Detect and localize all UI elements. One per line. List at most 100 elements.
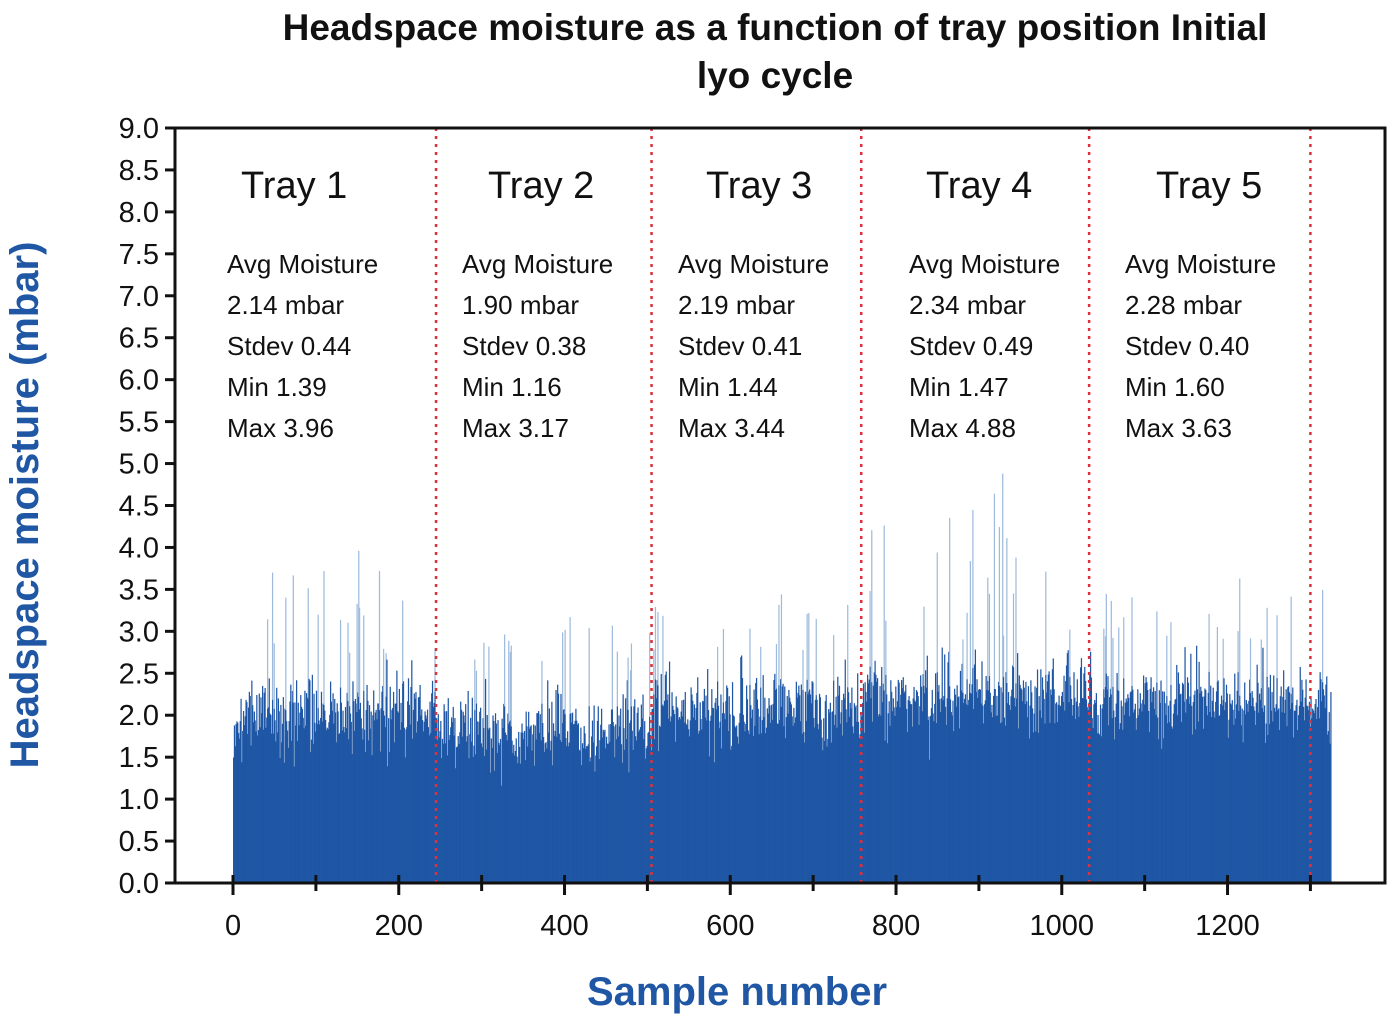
bar [1041,677,1044,883]
bar [1055,702,1058,883]
bar [1273,707,1276,883]
bar [1080,667,1082,883]
bar [274,720,276,883]
bar [1264,742,1267,883]
bar [349,713,352,883]
bar [285,710,287,883]
bar [653,694,655,883]
bar [652,708,654,883]
bar [568,742,570,883]
bar [1134,703,1136,883]
bar [1225,702,1227,883]
bar-spike [949,517,951,687]
bar [283,762,285,883]
bar [1290,693,1292,883]
bar [233,725,236,883]
bar [969,692,972,883]
bar [1238,710,1240,883]
bar [875,674,877,883]
bar [889,725,891,883]
bar [457,736,459,883]
bar [417,697,420,883]
bar [528,728,531,883]
bar [865,691,867,883]
bar [1084,680,1087,883]
bar [378,710,381,883]
bar [1149,688,1151,883]
bar [537,713,539,883]
bar [1283,712,1286,883]
bar [481,747,483,883]
bar [346,692,348,883]
bar [387,718,390,883]
bar [898,682,900,883]
bar [319,724,321,883]
bar [1161,748,1163,883]
bar-spike [966,612,968,680]
bar [1283,670,1285,883]
bar-spike [847,604,849,688]
bar [700,718,702,883]
bar [848,716,851,883]
bar [237,722,239,883]
bar [476,721,478,883]
bar [716,709,718,883]
bar [714,702,716,883]
bar [494,770,496,883]
bar [456,746,459,883]
bar [906,731,909,883]
bar [635,740,638,883]
bar [809,694,812,883]
y-tick-label: 8.0 [119,197,159,229]
bar [662,704,664,883]
bar [1327,730,1330,883]
bar [1059,705,1061,883]
y-tick-label: 2.5 [119,658,159,690]
bar-spike [562,632,564,723]
bar [1205,705,1208,883]
bar [567,731,569,883]
bar-spike [541,661,543,704]
bar [1078,716,1080,883]
bar [1076,679,1078,883]
bar [566,746,568,883]
bar [1152,687,1155,883]
bar [1285,689,1287,883]
bar [1313,713,1315,883]
bar [1326,676,1328,883]
bar [949,699,952,883]
bar [1094,699,1096,883]
bar [1147,710,1150,883]
bar [429,701,431,883]
bar [670,716,672,883]
bar [320,691,323,883]
bar [605,736,608,883]
bar [657,685,659,883]
bar [729,714,731,883]
bar [963,698,966,883]
bar [250,745,252,883]
bar [876,678,879,883]
bar [1091,718,1093,883]
y-tick-label: 9.0 [119,113,159,145]
bar [1007,692,1010,883]
bar [414,698,416,883]
bar [790,704,793,883]
bar [1162,738,1165,883]
bar [788,689,790,883]
bar [270,715,272,883]
bar [1197,721,1199,883]
bar-spike [307,588,309,699]
bar [1009,709,1011,883]
bar [905,684,907,883]
bar [545,742,547,883]
bar [439,731,441,883]
bar [1168,722,1170,883]
bar [949,686,951,883]
bar [401,722,403,883]
bar [430,733,432,883]
bar [639,729,641,883]
bar [463,715,465,883]
bar [787,713,789,883]
